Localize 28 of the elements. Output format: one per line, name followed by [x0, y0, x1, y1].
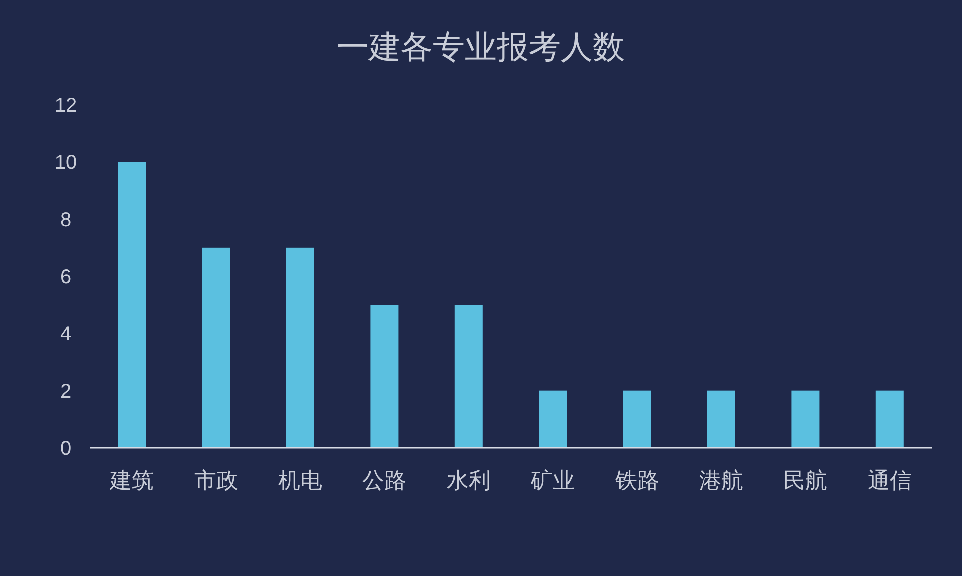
bar — [876, 390, 904, 448]
x-tick-label: 机电 — [278, 468, 322, 493]
y-tick-label: 2 — [60, 380, 72, 403]
bar — [454, 305, 483, 448]
bar — [202, 248, 230, 448]
x-tick-label: 矿业 — [530, 468, 576, 493]
y-tick-label: 12 — [54, 95, 78, 117]
y-tick-label: 0 — [60, 438, 72, 460]
chart-title: 一建各专业报考人数 — [337, 29, 625, 65]
x-tick-label: 水利 — [446, 468, 491, 493]
bar — [708, 390, 736, 448]
x-tick-label: 民航 — [784, 468, 828, 493]
x-tick-label: 公路 — [362, 468, 407, 493]
x-tick-label: 铁路 — [614, 468, 660, 493]
x-tick-label: 建筑 — [109, 468, 154, 493]
bar — [539, 390, 568, 448]
x-tick-label: 港航 — [700, 468, 744, 493]
bar — [118, 162, 146, 448]
bar — [792, 390, 820, 448]
y-tick-label: 6 — [60, 266, 72, 288]
bar — [370, 305, 399, 448]
y-tick-label: 8 — [60, 209, 72, 232]
x-tick-label: 市政 — [194, 468, 238, 493]
bar — [286, 248, 314, 448]
y-tick-label: 4 — [60, 324, 72, 346]
x-tick-label: 通信 — [868, 468, 912, 493]
bar — [623, 390, 652, 448]
y-tick-label: 10 — [54, 152, 78, 174]
